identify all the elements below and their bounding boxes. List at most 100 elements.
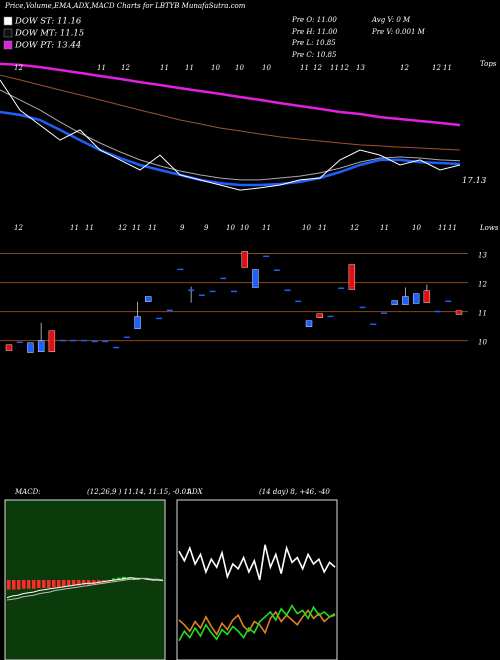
histogram-bar [62, 580, 66, 587]
top-label: 11 [97, 64, 106, 72]
candle-body [455, 310, 463, 315]
candle-body [359, 306, 366, 309]
indicator-line [178, 544, 336, 581]
candle-body [434, 310, 441, 313]
y-tick-label: 13 [478, 252, 487, 260]
bottom-label: 10 [226, 224, 235, 232]
lows-note: Lows [479, 224, 499, 232]
histogram-bar [37, 580, 41, 588]
histogram-bar [12, 580, 16, 590]
histogram-bar [92, 580, 96, 584]
histogram-bar [127, 577, 131, 580]
y-tick-label: 11 [478, 310, 487, 318]
panel-title: MACD: [14, 488, 41, 496]
top-label: 13 [356, 64, 365, 72]
info-text: Pre L: 10.85 [291, 39, 336, 47]
top-label: 12 [313, 64, 322, 72]
legend-label: DOW PT: 13.44 [14, 41, 81, 51]
bottom-label: 9 [204, 224, 209, 232]
candle-body [123, 336, 130, 339]
histogram-bar [7, 580, 11, 590]
candle-body [295, 300, 302, 303]
candle-body [231, 290, 237, 293]
bottom-label: 11 [318, 224, 327, 232]
candle-body [252, 269, 259, 288]
candle-body [220, 277, 227, 280]
histogram-bar [137, 579, 141, 580]
bottom-label: 10 [412, 224, 421, 232]
info-text: Pre V: 0.001 M [371, 28, 426, 36]
top-label: 12 [400, 64, 409, 72]
candle-body [134, 316, 141, 329]
info-text: Avg V: 0 M [371, 16, 411, 24]
candle-body [412, 293, 420, 304]
top-label: 11 [160, 64, 169, 72]
ema-line [0, 79, 461, 191]
candle-body [37, 340, 45, 352]
panel-title: ADX [186, 488, 204, 496]
top-label: 12 [121, 64, 130, 72]
panel-frame [176, 499, 338, 660]
histogram-bar [112, 578, 116, 580]
histogram-bar [47, 580, 51, 588]
legend-swatch [3, 28, 13, 38]
price-annotation: 17.13 [462, 176, 486, 186]
candle-body [445, 300, 452, 303]
indicator-line [6, 577, 164, 601]
histogram-bar [42, 580, 46, 588]
candle-body [5, 344, 13, 351]
bottom-label: 10 [240, 224, 249, 232]
candle-body [338, 287, 345, 290]
candle-body [348, 264, 356, 290]
candle-body [198, 294, 205, 296]
histogram-bar [117, 577, 121, 580]
histogram-bar [67, 580, 71, 587]
candle-body [423, 290, 431, 303]
bottom-label: 11 [132, 224, 141, 232]
bottom-label: 9 [180, 224, 185, 232]
panel-subtitle: (14 day) 8, +46, -40 [259, 488, 330, 496]
histogram-bar [82, 580, 86, 585]
top-label: 11 [443, 64, 452, 72]
top-label: 12 [340, 64, 349, 72]
y-tick-label: 10 [478, 339, 487, 347]
histogram-bar [32, 580, 36, 589]
bottom-label: 11 [148, 224, 157, 232]
candle-body [284, 289, 291, 292]
histogram-bar [72, 580, 76, 586]
candle-body [188, 289, 195, 292]
top-label: 11 [185, 64, 194, 72]
tops-note: Tops [480, 60, 497, 68]
legend-label: DOW ST: 11.16 [14, 17, 82, 27]
bottom-label: 11 [448, 224, 457, 232]
info-text: Pre C: 10.85 [291, 51, 337, 59]
legend-label: DOW MT: 11.15 [14, 29, 84, 39]
candle-body [273, 269, 280, 271]
bottom-label: 11 [380, 224, 389, 232]
ema-line [0, 62, 461, 127]
bottom-label: 12 [14, 224, 23, 232]
candle-body [177, 268, 184, 271]
info-text: Pre H: 11.00 [291, 28, 338, 36]
top-label: 11 [330, 64, 339, 72]
candle-body [327, 315, 334, 318]
candle-body [91, 340, 98, 343]
histogram-bar [27, 580, 31, 589]
bottom-label: 12 [350, 224, 359, 232]
histogram-bar [52, 580, 56, 588]
candle-body [166, 309, 173, 312]
bottom-label: 11 [438, 224, 447, 232]
candle-body [70, 339, 77, 342]
candle-body [113, 346, 120, 349]
indicator-line [178, 604, 336, 642]
candle-body [316, 313, 323, 318]
candle-body [81, 339, 87, 342]
bottom-label: 11 [85, 224, 94, 232]
candle-body [263, 255, 270, 258]
info-text: Pre O: 11.00 [291, 16, 337, 24]
panel-subtitle: (12,26,9 ) 11.14, 11.15, -0.01 [87, 488, 191, 496]
ema-line [0, 110, 461, 187]
top-label: 12 [432, 64, 441, 72]
bottom-label: 11 [262, 224, 271, 232]
